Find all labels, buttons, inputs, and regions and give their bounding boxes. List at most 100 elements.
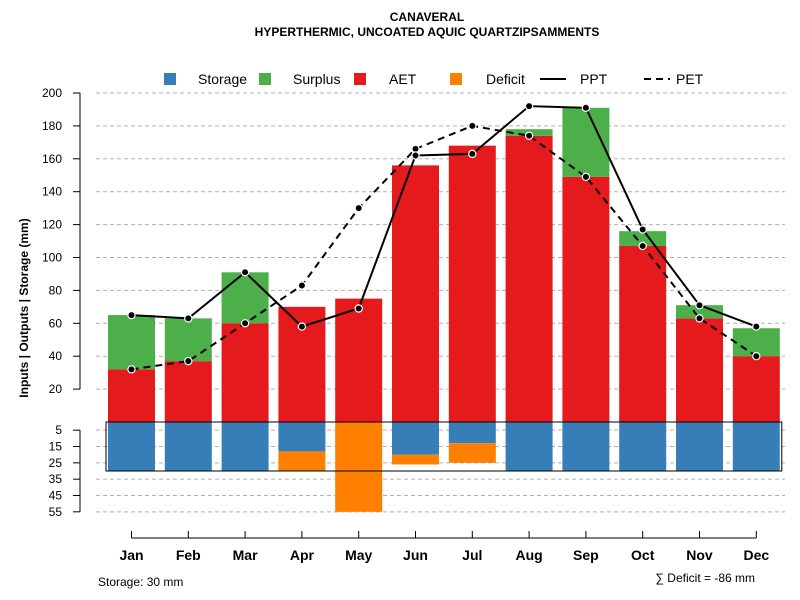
y-tick-label: 40: [49, 349, 63, 363]
ppt-point: [354, 304, 363, 313]
aet-bar: [448, 145, 496, 422]
y-tick-label: 25: [49, 456, 63, 470]
y-tick-label: 80: [49, 283, 63, 297]
surplus-legend-swatch: [259, 73, 271, 85]
storage-bar: [676, 422, 723, 471]
storage-capacity-frame: [105, 421, 783, 472]
lines: [127, 101, 761, 374]
x-tick-label: Feb: [176, 547, 201, 563]
y-tick-label: 120: [42, 218, 62, 232]
storage-bar: [392, 422, 439, 455]
x-tick-label: May: [345, 547, 372, 563]
aet-bar: [392, 165, 439, 422]
x-tick-label: Jul: [462, 547, 482, 563]
y-tick-label: 180: [42, 119, 62, 133]
x-tick-label: Jan: [119, 547, 143, 563]
x-tick-label: Aug: [515, 547, 542, 563]
ppt-point: [524, 101, 534, 111]
aet-bar: [164, 361, 212, 422]
chart-subtitle: HYPERTHERMIC, UNCOATED AQUIC QUARTZIPSAM…: [255, 25, 600, 39]
pet-point: [184, 356, 193, 366]
storage-bar: [562, 422, 610, 471]
deficit-bar: [448, 443, 496, 463]
ppt-point: [127, 310, 136, 320]
aet-bar: [505, 135, 553, 422]
y-tick-label: 45: [49, 489, 63, 503]
storage-bar: [505, 422, 553, 471]
aet-legend-swatch: [354, 73, 366, 85]
bars: [105, 107, 783, 512]
aet-bar: [562, 176, 610, 422]
ppt-point: [411, 151, 420, 160]
aet-legend-label: AET: [389, 71, 417, 87]
y-tick-label: 15: [49, 440, 63, 454]
aet-bar: [108, 369, 155, 422]
surplus-bar: [676, 305, 723, 319]
x-tick-label: Dec: [743, 547, 769, 563]
storage-bar: [448, 422, 496, 444]
aet-bar: [676, 318, 723, 422]
pet-point: [581, 172, 591, 182]
aet-bar: [619, 245, 667, 422]
deficit-legend-swatch: [450, 73, 462, 85]
ppt-point: [695, 301, 704, 310]
storage-bar: [221, 422, 269, 471]
storage-note: Storage: 30 mm: [98, 575, 183, 589]
ppt-point: [297, 322, 307, 331]
pet-legend-label: PET: [676, 71, 704, 87]
storage-bar: [164, 422, 212, 471]
pet-point: [524, 131, 534, 140]
y-tick-label: 140: [42, 185, 62, 199]
x-tick-label: Mar: [233, 547, 258, 563]
y-tick-label: 60: [49, 316, 63, 330]
x-tick-label: Apr: [290, 547, 315, 563]
ppt-point: [468, 149, 477, 159]
deficit-bar: [278, 451, 326, 471]
x-tick-label: Oct: [631, 547, 655, 563]
deficit-bar: [335, 422, 383, 512]
pet-point: [695, 314, 704, 323]
y-tick-label: 200: [42, 86, 62, 100]
storage-bar: [732, 422, 780, 471]
ppt-point: [752, 322, 761, 331]
pet-point: [354, 203, 363, 213]
x-tick-label: Jun: [403, 547, 428, 563]
deficit-legend-label: Deficit: [486, 71, 525, 87]
pet-point: [127, 365, 136, 374]
storage-bar: [278, 422, 326, 452]
storage-legend-swatch: [164, 73, 176, 85]
ppt-point: [638, 225, 647, 234]
y-tick-label: 100: [42, 251, 62, 265]
y-axis-label: Inputs | Outputs | Storage (mm): [17, 218, 31, 397]
legend: Storage Surplus AET Deficit PPT PET: [164, 71, 704, 87]
deficit-bar: [392, 454, 439, 465]
pet-point: [752, 352, 761, 361]
y-tick-label: 5: [55, 423, 62, 437]
storage-bar: [108, 422, 155, 471]
aet-bar: [335, 298, 383, 422]
surplus-bar: [619, 231, 667, 246]
pet-point: [638, 241, 647, 251]
x-tick-label: Nov: [686, 547, 713, 563]
y-tick-label: 35: [49, 472, 63, 486]
ppt-legend-label: PPT: [580, 71, 608, 87]
ppt-point: [184, 314, 193, 323]
surplus-bar: [164, 318, 212, 362]
pet-point: [240, 319, 250, 328]
chart-title: CANAVERAL: [390, 10, 464, 24]
surplus-legend-label: Surplus: [293, 71, 340, 87]
y-tick-label: 55: [49, 505, 63, 519]
aet-bar: [732, 356, 780, 422]
surplus-bar: [221, 272, 269, 324]
surplus-bar: [732, 328, 780, 357]
storage-bar: [619, 422, 667, 471]
pet-point: [468, 121, 477, 131]
pet-point: [297, 281, 307, 290]
deficit-sum: ∑ Deficit = -86 mm: [655, 571, 755, 585]
y-tick-label: 160: [42, 152, 62, 166]
x-tick-label: Sep: [573, 547, 599, 563]
aet-bar: [221, 323, 269, 422]
ppt-point: [581, 103, 591, 113]
ppt-line: [131, 105, 757, 328]
